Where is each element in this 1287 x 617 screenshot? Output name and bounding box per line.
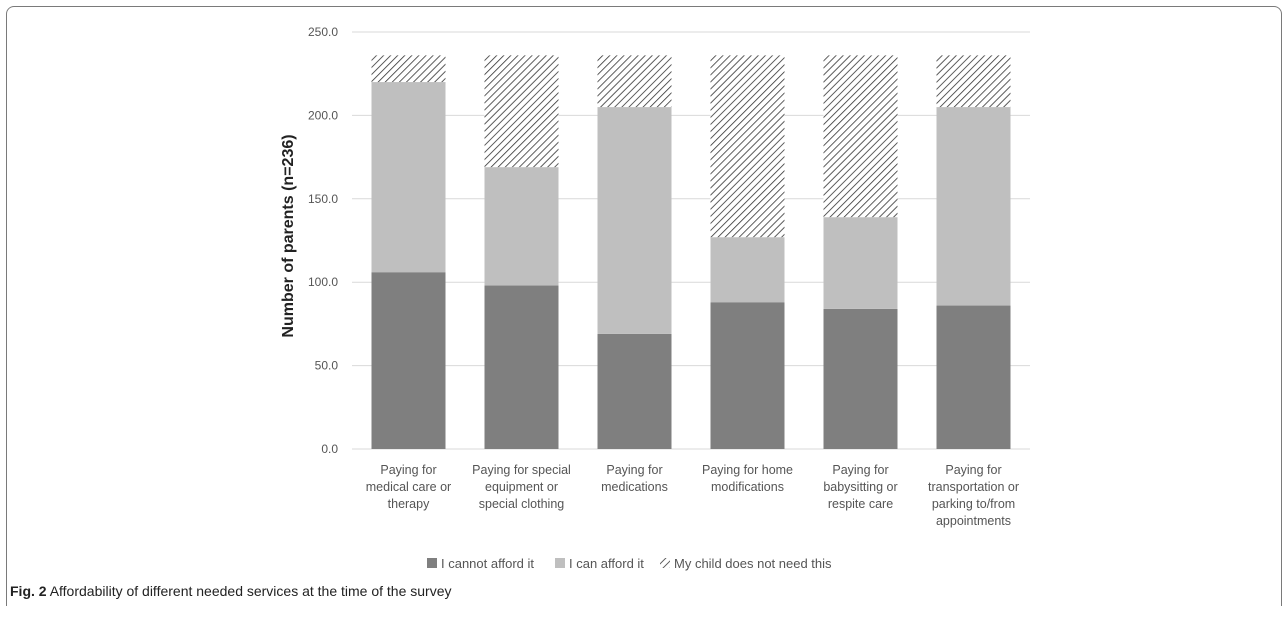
bar-segment — [936, 55, 1011, 108]
y-tick-label: 150.0 — [308, 192, 338, 206]
bar-segment — [597, 333, 672, 449]
bar-segment — [484, 167, 559, 286]
bar-segment — [823, 55, 898, 218]
legend-label: My child does not need this — [674, 556, 832, 571]
y-axis-ticks: 0.0 50.0 100.0 150.0 200.0 250.0 — [308, 25, 338, 456]
x-category-label: equipment or — [485, 480, 558, 494]
bar-segment — [823, 308, 898, 449]
x-category-label: Paying for home — [702, 463, 793, 477]
y-tick-label: 200.0 — [308, 108, 338, 122]
bar-segment — [597, 107, 672, 334]
legend-swatch — [427, 558, 437, 568]
bar-segment — [710, 55, 785, 238]
legend: I cannot afford it I can afford it My chil… — [427, 556, 832, 571]
bar-segment — [484, 55, 559, 168]
x-category-label: parking to/from — [932, 497, 1015, 511]
x-category-label: respite care — [828, 497, 893, 511]
x-axis-category-labels: Paying for medical care or therapy Paying f… — [366, 463, 1019, 528]
x-category-label: babysitting or — [823, 480, 897, 494]
x-category-label: Paying for — [945, 463, 1001, 477]
bar-segment — [710, 302, 785, 449]
x-category-label: special clothing — [479, 497, 565, 511]
figure-caption-text: Affordability of different needed servic… — [49, 583, 452, 599]
x-category-label: Paying for special — [472, 463, 571, 477]
bar-segment — [371, 55, 446, 83]
x-category-label: Paying for — [380, 463, 436, 477]
figure-caption: Fig. 2 Affordability of different needed… — [10, 583, 452, 599]
figure-frame — [6, 6, 1282, 606]
bar-segment — [936, 107, 1011, 306]
x-category-label: appointments — [936, 514, 1011, 528]
bar-segment — [484, 285, 559, 449]
bar-segment — [371, 82, 446, 273]
x-category-label: medical care or — [366, 480, 451, 494]
bar-segment — [371, 272, 446, 449]
y-tick-label: 100.0 — [308, 275, 338, 289]
figure-label: Fig. 2 — [10, 583, 47, 599]
bar-segment — [597, 55, 672, 108]
x-category-label: modifications — [711, 480, 784, 494]
y-tick-label: 0.0 — [321, 442, 338, 456]
x-category-label: medications — [601, 480, 668, 494]
gridlines — [352, 31, 1030, 450]
legend-swatch — [660, 558, 670, 568]
x-category-label: therapy — [388, 497, 430, 511]
y-tick-label: 250.0 — [308, 25, 338, 39]
y-tick-label: 50.0 — [315, 359, 339, 373]
x-category-label: Paying for — [606, 463, 662, 477]
legend-label: I can afford it — [569, 556, 644, 571]
legend-swatch — [555, 558, 565, 568]
y-axis-label: Number of parents (n=236) — [280, 134, 297, 337]
bar-segment — [936, 305, 1011, 449]
stacked-bar-chart: 0.0 50.0 100.0 150.0 200.0 250.0 Paying for me… — [280, 25, 1030, 571]
bar-segment — [710, 237, 785, 303]
x-category-label: transportation or — [928, 480, 1019, 494]
bars — [371, 55, 1011, 449]
legend-label: I cannot afford it — [441, 556, 534, 571]
bar-segment — [823, 217, 898, 309]
x-category-label: Paying for — [832, 463, 888, 477]
